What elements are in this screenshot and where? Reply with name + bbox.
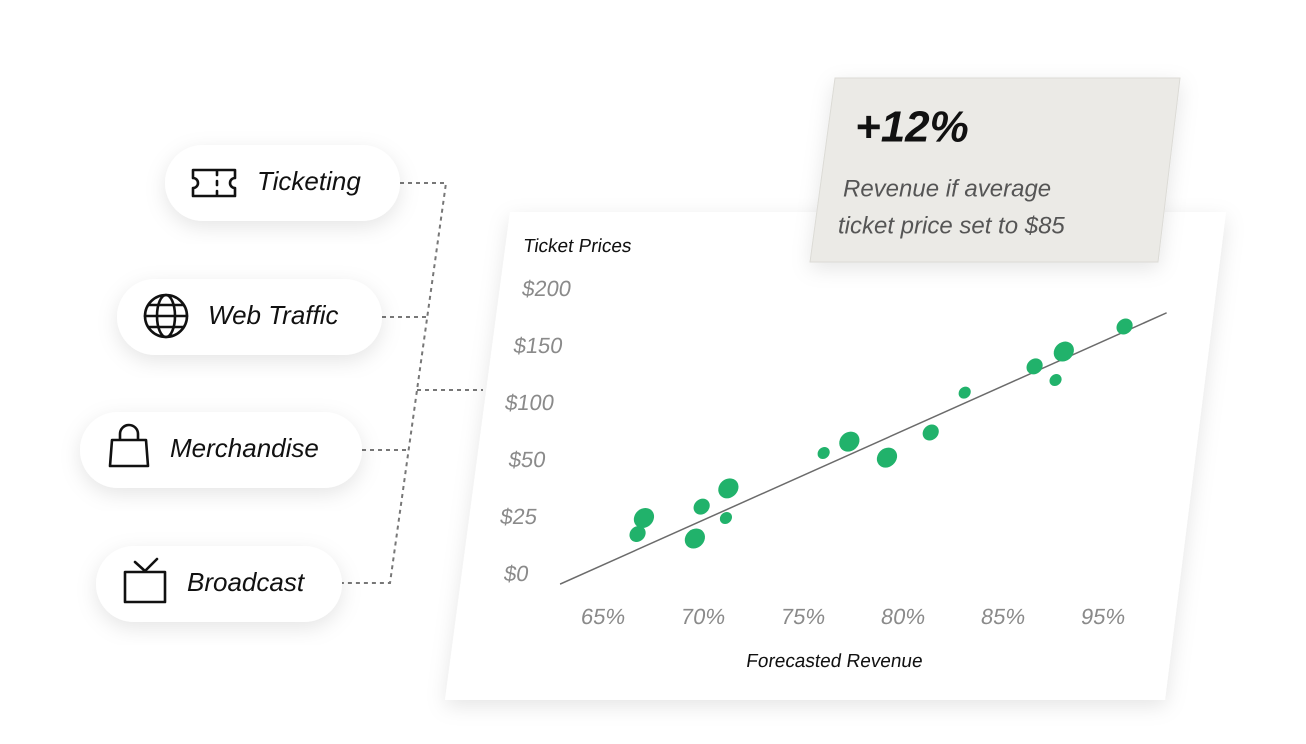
y-tick-label: $50 — [507, 447, 547, 472]
y-tick-label: $25 — [499, 504, 539, 529]
data-point — [684, 528, 705, 549]
x-axis-title: Forecasted Revenue — [745, 651, 924, 672]
data-point — [693, 498, 710, 515]
x-tick-label: 80% — [879, 604, 927, 629]
callout-text: Revenue if average — [843, 175, 1051, 202]
data-point — [633, 508, 655, 528]
data-point — [1049, 374, 1062, 387]
data-point — [958, 386, 971, 399]
chart-card — [445, 212, 1226, 700]
source-pill: Ticketing — [165, 145, 400, 221]
y-axis-title: Ticket Prices — [522, 236, 633, 257]
data-point — [922, 424, 939, 441]
data-point — [817, 447, 830, 460]
source-pill: Merchandise — [80, 412, 362, 488]
source-pill: Broadcast — [96, 546, 342, 622]
data-point — [1053, 341, 1074, 362]
source-label: Web Traffic — [208, 300, 339, 330]
x-tick-label: 95% — [1079, 604, 1127, 629]
callout: +12% Revenue if average ticket price set… — [809, 77, 1181, 263]
data-point — [1116, 318, 1133, 335]
y-tick-label: $150 — [512, 333, 565, 358]
callout-text: ticket price set to $85 — [838, 212, 1065, 239]
data-point — [839, 431, 860, 452]
x-tick-label: 70% — [679, 604, 727, 629]
source-label: Ticketing — [257, 166, 361, 196]
plot: Ticket Prices Forecasted Revenue $0 $25 $5… — [499, 236, 1167, 672]
x-tick-label: 85% — [979, 604, 1027, 629]
y-tick-label: $0 — [502, 561, 530, 586]
source-label: Broadcast — [187, 567, 306, 597]
y-tick-label: $100 — [503, 390, 556, 415]
data-point — [629, 525, 646, 542]
source-label: Merchandise — [170, 433, 319, 463]
connectors — [342, 182, 483, 584]
x-tick-label: 65% — [579, 604, 627, 629]
data-point — [1026, 358, 1043, 375]
data-point — [718, 478, 739, 499]
data-point — [719, 512, 733, 524]
callout-value: +12% — [855, 103, 969, 152]
y-tick-label: $200 — [520, 276, 573, 301]
connector — [342, 182, 448, 584]
source-pill: Web Traffic — [117, 279, 382, 355]
x-tick-label: 75% — [779, 604, 827, 629]
data-point — [876, 447, 898, 468]
